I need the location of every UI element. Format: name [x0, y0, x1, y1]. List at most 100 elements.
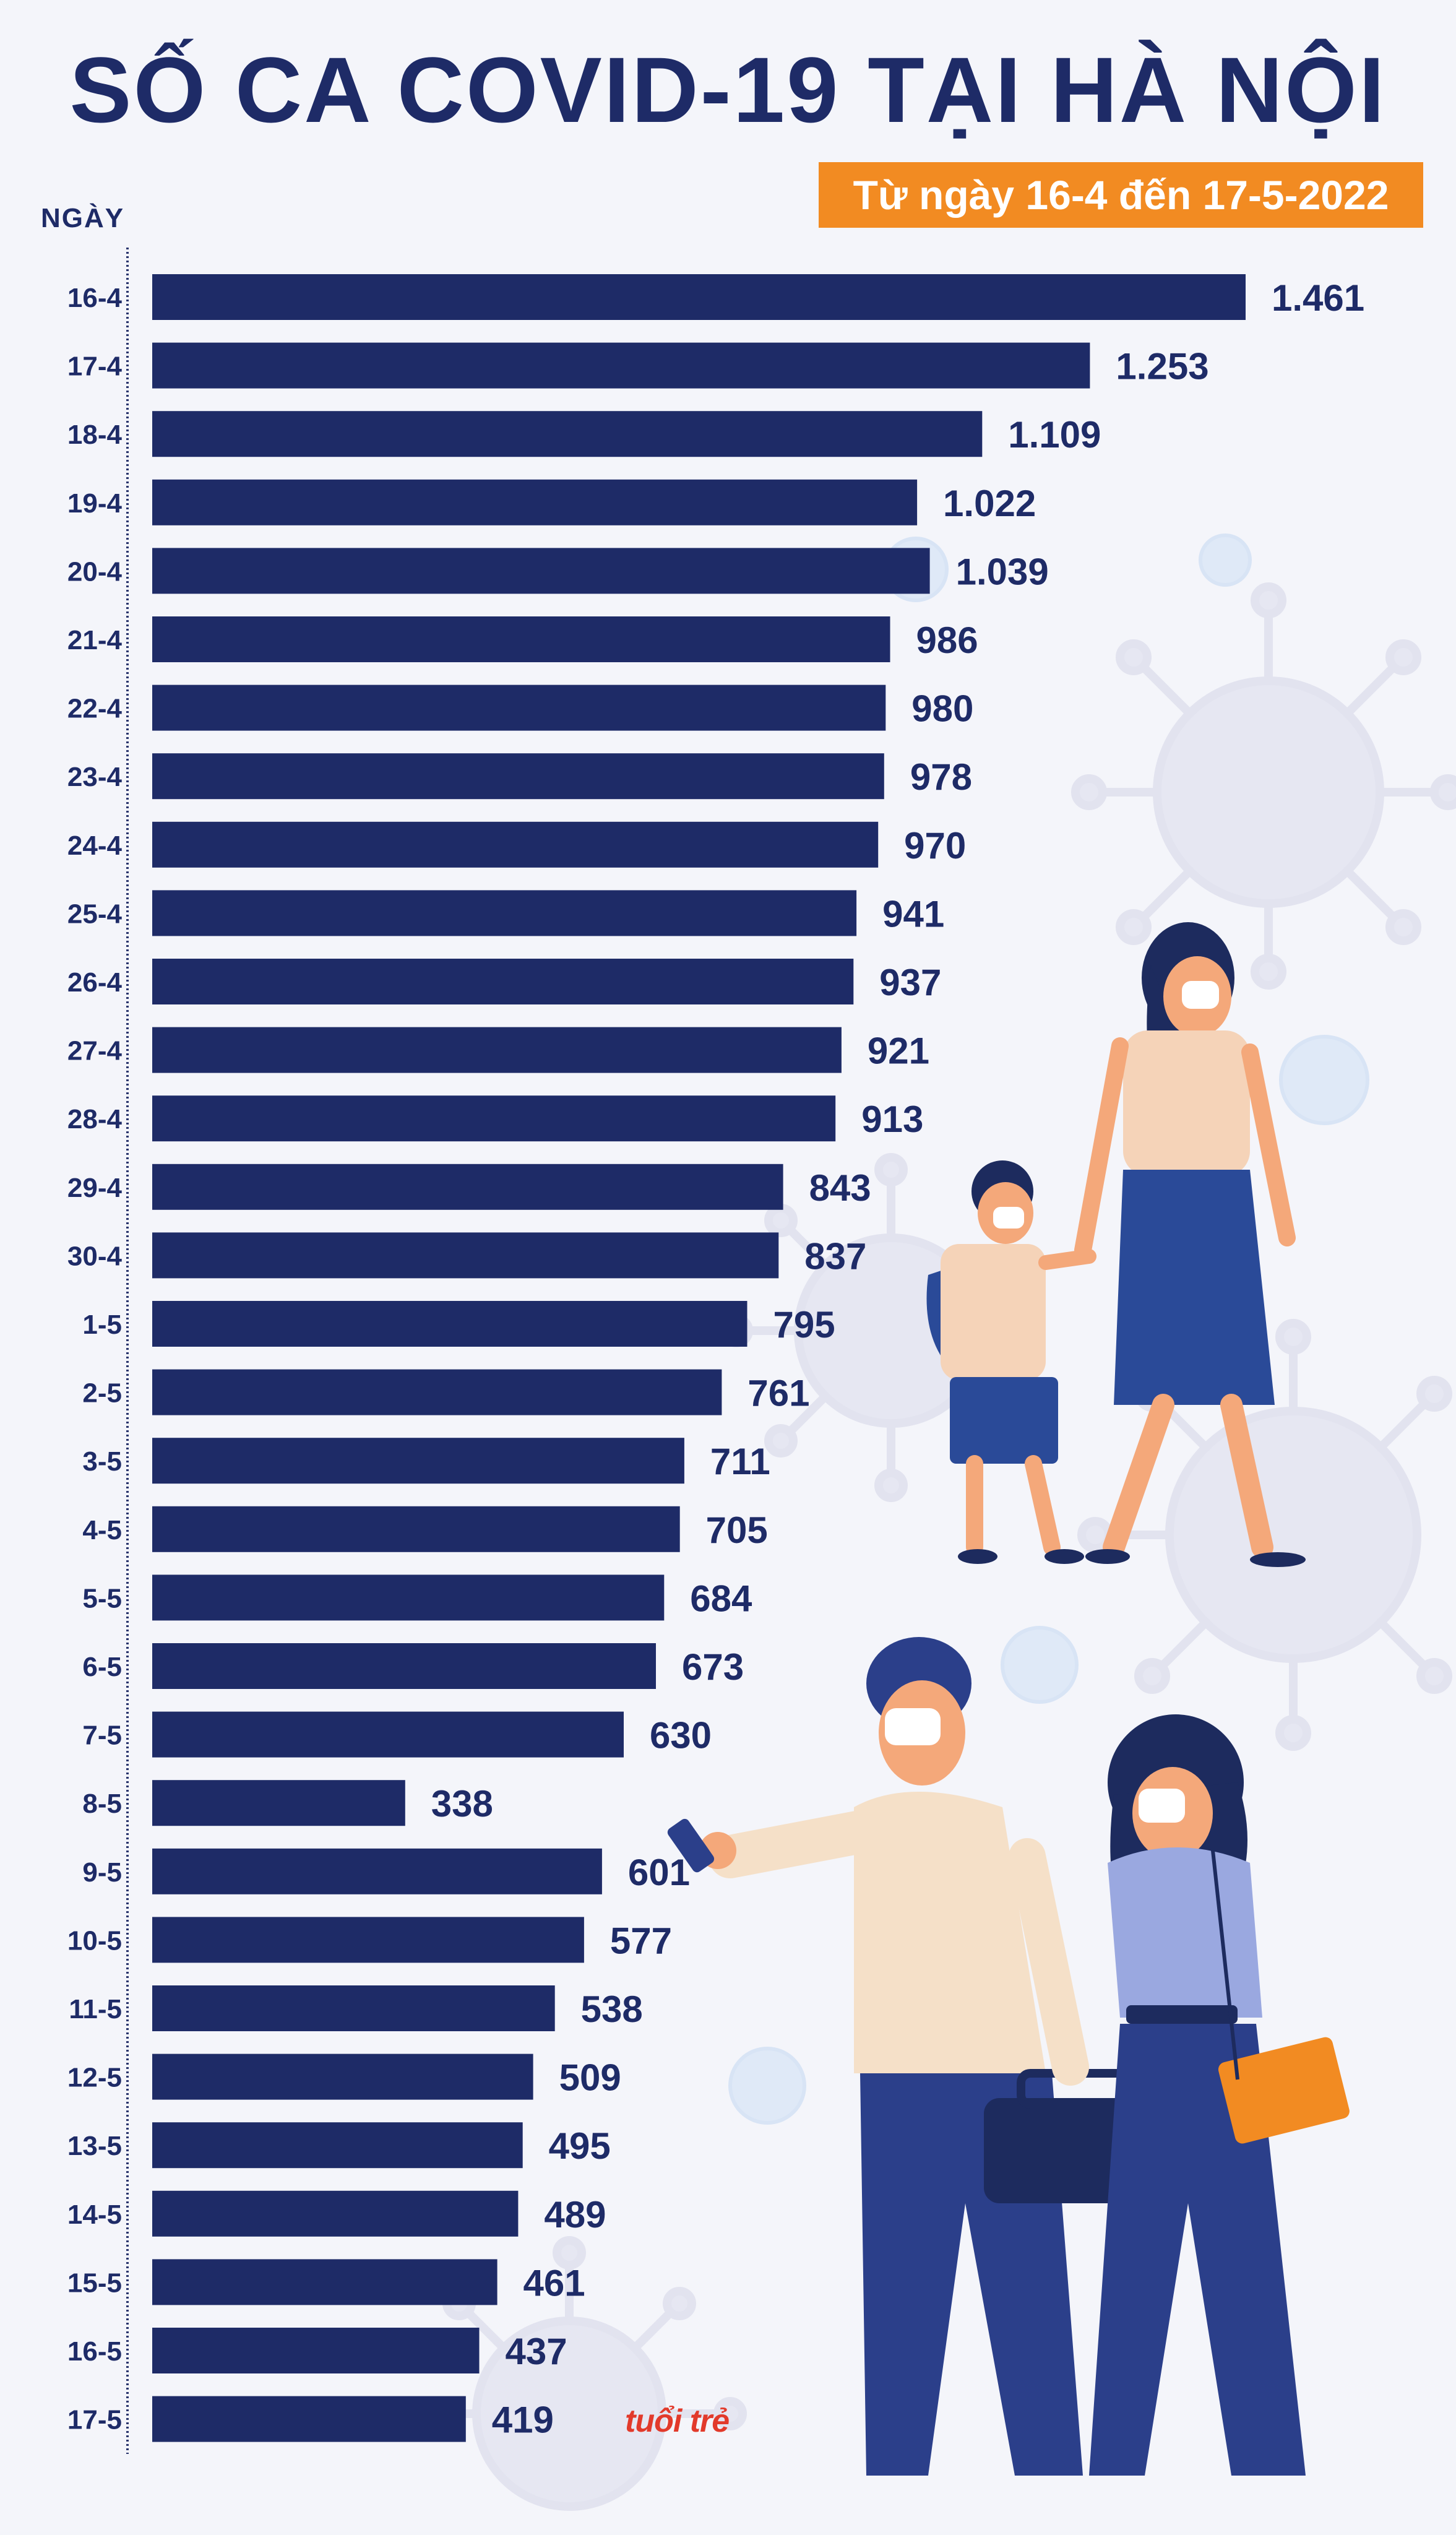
bar-1-5: [152, 1301, 747, 1347]
bar-26-4: [152, 959, 854, 1004]
tuoi-tre-logo: tuổi trẻ: [625, 2403, 730, 2439]
virus-icon: [728, 2047, 806, 2125]
tick-label: 30-4: [67, 1241, 123, 1271]
bar-16-4: [152, 274, 1246, 320]
bar-22-4: [152, 684, 886, 731]
value-label: 978: [910, 756, 972, 798]
value-label: 986: [916, 620, 978, 661]
bar-21-4: [152, 616, 890, 662]
value-label: 489: [544, 2194, 606, 2235]
woman-figure: [1089, 1714, 1350, 2476]
bar-2-5: [152, 1369, 722, 1415]
value-label: 1.039: [956, 551, 1049, 592]
tick-label: 25-4: [67, 899, 123, 929]
tick-label: 17-4: [67, 352, 123, 382]
tick-label: 24-4: [67, 831, 123, 861]
tick-label: 19-4: [67, 488, 123, 519]
tick-label: 22-4: [67, 694, 123, 724]
value-label: 937: [879, 962, 941, 1003]
tick-label: 15-5: [67, 2268, 122, 2298]
value-label: 711: [710, 1441, 770, 1482]
value-label: 970: [904, 825, 966, 866]
bar-27-4: [152, 1027, 842, 1073]
tick-label: 18-4: [67, 420, 123, 450]
value-label: 338: [431, 1783, 493, 1825]
bars-group: 16-4 1.461 17-4 1.253 18-4 1.109 19-4 1.022 20-4…: [67, 274, 1364, 2442]
bar-11-5: [152, 1985, 555, 2031]
tick-label: 29-4: [67, 1173, 123, 1203]
tick-label: 5-5: [82, 1583, 122, 1613]
tick-label: 4-5: [82, 1515, 122, 1545]
bar-15-5: [152, 2259, 498, 2305]
tick-label: 8-5: [82, 1789, 122, 1819]
bar-10-5: [152, 1917, 584, 1963]
value-label: 941: [882, 893, 944, 935]
bar-19-4: [152, 479, 918, 525]
bar-20-4: [152, 548, 930, 594]
tick-label: 26-4: [67, 967, 123, 998]
bar-8-5: [152, 1780, 405, 1826]
value-label: 601: [628, 1852, 690, 1893]
value-label: 1.253: [1116, 346, 1208, 387]
tick-label: 28-4: [67, 1104, 123, 1134]
tick-label: 7-5: [82, 1721, 122, 1751]
bar-5-5: [152, 1574, 665, 1621]
virus-icon: [1071, 582, 1456, 990]
bar-18-4: [152, 411, 983, 457]
value-label: 1.461: [1272, 277, 1364, 319]
virus-icon: [1199, 533, 1252, 587]
tick-label: 12-5: [67, 2063, 122, 2093]
tick-label: 13-5: [67, 2131, 122, 2161]
virus-icon: [1001, 1626, 1079, 1704]
value-label: 980: [911, 688, 973, 730]
tick-label: 16-5: [67, 2336, 122, 2367]
value-label: 1.022: [943, 483, 1036, 524]
tick-label: 6-5: [82, 1652, 122, 1682]
virus-icon: [1279, 1035, 1369, 1125]
bar-13-5: [152, 2122, 523, 2169]
tick-label: 27-4: [67, 1036, 123, 1066]
chart-title: SỐ CA COVID-19 TẠI HÀ NỘI: [69, 38, 1387, 142]
value-label: 630: [650, 1715, 712, 1756]
value-label: 795: [773, 1304, 835, 1345]
tick-label: 10-5: [67, 1925, 122, 1956]
bar-23-4: [152, 753, 884, 800]
child-figure: [926, 1160, 1096, 1564]
tick-label: 2-5: [82, 1378, 122, 1409]
value-label: 577: [610, 1920, 672, 1961]
virus-icon: [404, 2236, 747, 2511]
bar-29-4: [152, 1164, 783, 1210]
value-label: 921: [868, 1030, 929, 1072]
bar-28-4: [152, 1095, 836, 1142]
tick-label: 9-5: [82, 1857, 122, 1888]
value-label: 761: [747, 1373, 809, 1414]
y-axis-label: NGÀY: [41, 203, 125, 233]
tick-label: 3-5: [82, 1446, 122, 1477]
value-label: 843: [809, 1167, 871, 1209]
value-label: 461: [523, 2262, 585, 2304]
bar-16-5: [152, 2328, 480, 2373]
bar-3-5: [152, 1438, 684, 1484]
value-label: 1.109: [1008, 414, 1101, 456]
tick-label: 17-5: [67, 2405, 122, 2435]
woman-figure: [1074, 922, 1306, 1567]
bar-7-5: [152, 1711, 624, 1758]
tick-label: 20-4: [67, 556, 123, 587]
tick-label: 14-5: [67, 2200, 122, 2230]
value-label: 913: [861, 1099, 923, 1140]
value-label: 509: [559, 2057, 621, 2099]
bar-30-4: [152, 1232, 779, 1279]
bar-17-5: [152, 2396, 466, 2442]
value-label: 437: [506, 2331, 567, 2372]
bar-6-5: [152, 1643, 656, 1689]
date-range-badge: Từ ngày 16-4 đến 17-5-2022: [819, 162, 1423, 228]
tick-label: 21-4: [67, 625, 123, 655]
bar-14-5: [152, 2190, 519, 2237]
tick-label: 1-5: [82, 1310, 122, 1340]
man-figure: [667, 1637, 1163, 2476]
value-label: 419: [492, 2399, 554, 2441]
bar-17-4: [152, 342, 1090, 389]
